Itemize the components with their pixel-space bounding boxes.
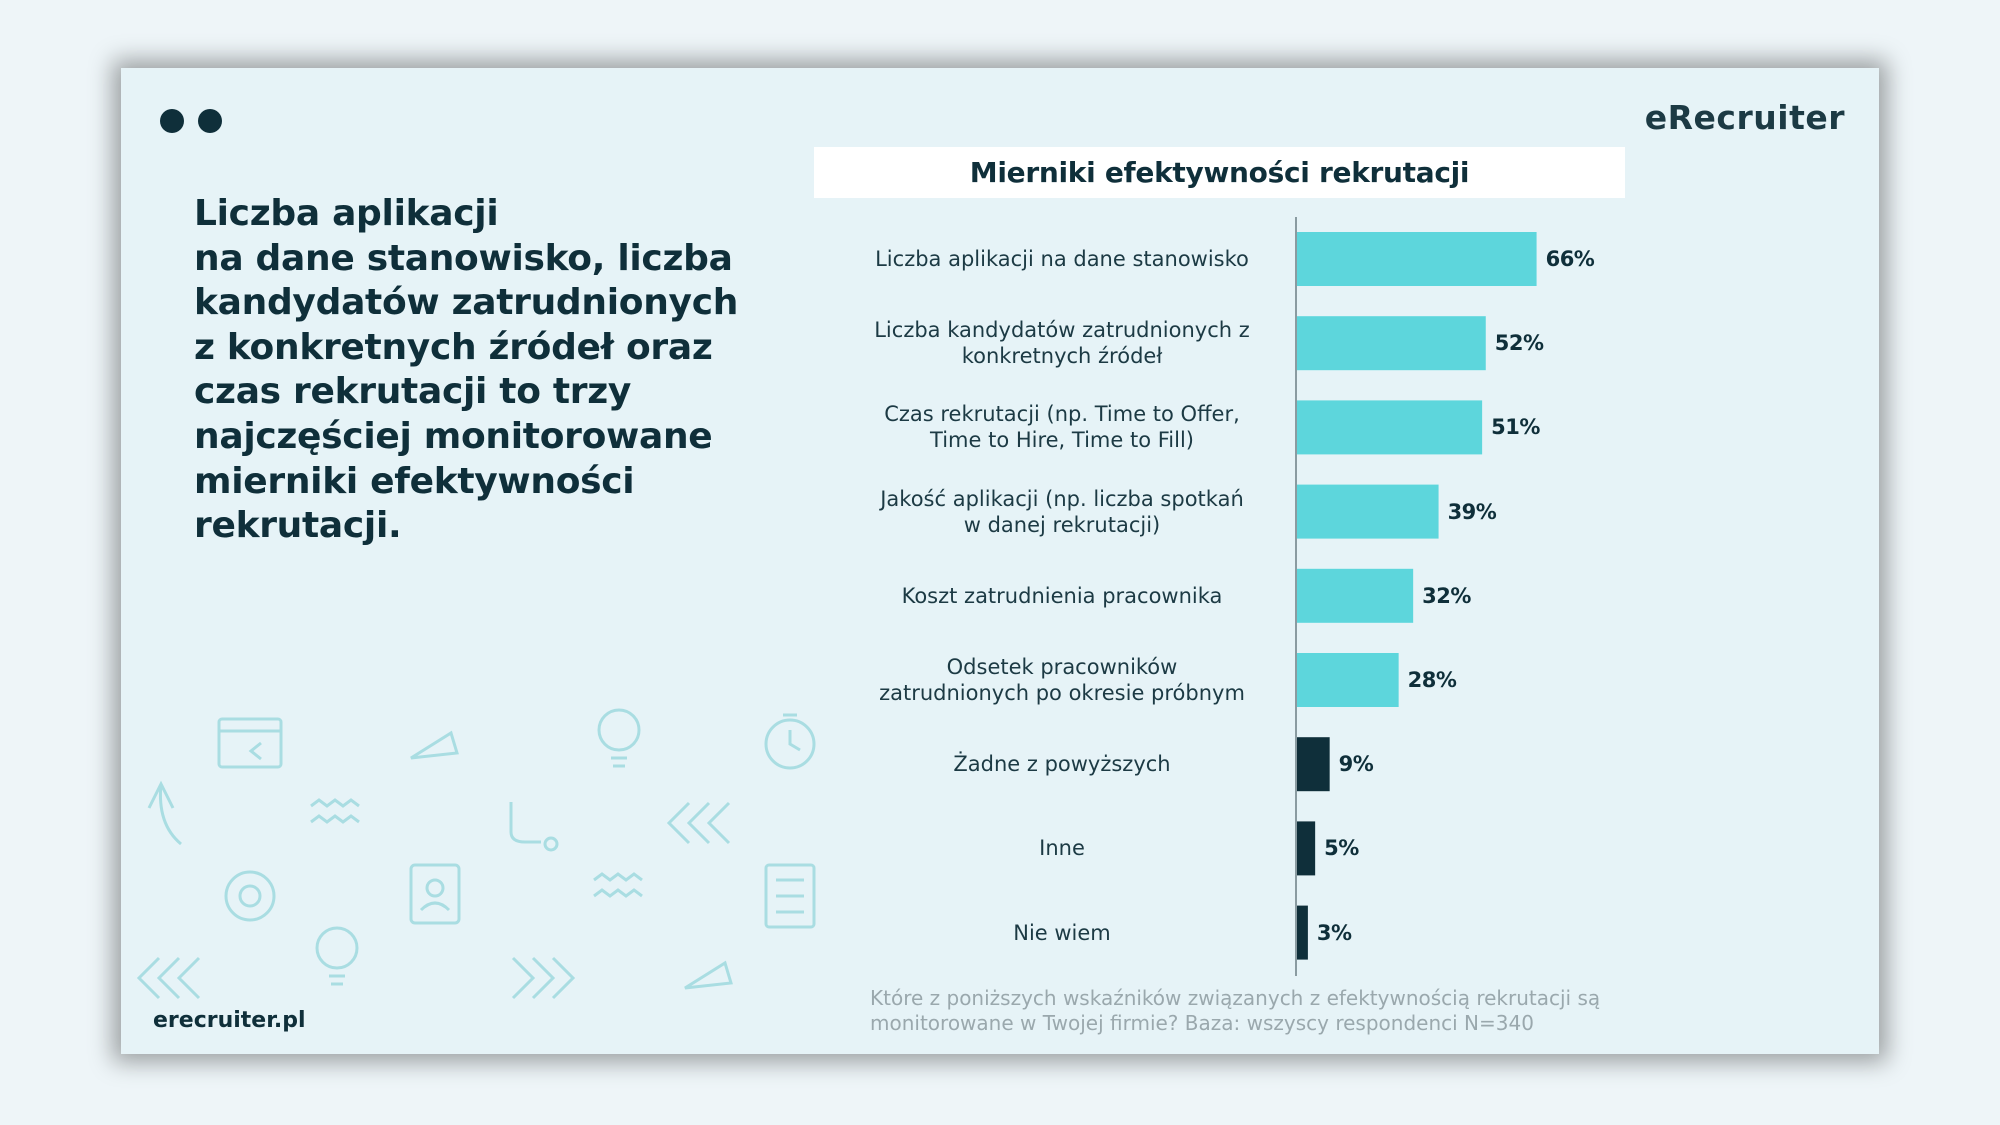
value-label: 32% bbox=[1422, 583, 1471, 608]
category-label: Żadne z powyższych bbox=[953, 752, 1171, 777]
category-label: Odsetek pracowników zatrudnionych po okr… bbox=[879, 655, 1245, 705]
bar bbox=[1297, 653, 1399, 707]
category-label: Czas rekrutacji (np. Time to Offer, Time… bbox=[884, 402, 1240, 453]
bar bbox=[1297, 905, 1308, 960]
footer-url: erecruiter.pl bbox=[153, 1008, 306, 1033]
chart-title: Mierniki efektywności rekrutacji bbox=[814, 147, 1625, 198]
bar bbox=[1297, 316, 1486, 371]
slide: eRecruiter Liczba aplikacji na dane stan… bbox=[121, 68, 1879, 1054]
value-label: 52% bbox=[1494, 331, 1544, 356]
category-label: Inne bbox=[1039, 836, 1085, 861]
category-labels: Liczba aplikacji na dane stanowisko Liczb… bbox=[816, 68, 1277, 1054]
headline: Liczba aplikacji na dane stanowisko, lic… bbox=[194, 193, 739, 547]
bar bbox=[1297, 821, 1316, 876]
logo: eRecruiter bbox=[1644, 98, 1845, 137]
value-label: 39% bbox=[1447, 499, 1497, 524]
value-label: 66% bbox=[1545, 247, 1595, 271]
bar bbox=[1297, 232, 1537, 286]
chart-note: Które z poniższych wskaźników związanych… bbox=[870, 986, 1601, 1035]
value-label: 5% bbox=[1324, 836, 1359, 861]
category-label: Jakość aplikacji (np. liczba spotkań w d… bbox=[880, 486, 1244, 537]
bar bbox=[1297, 737, 1330, 792]
category-label: Nie wiem bbox=[1013, 920, 1111, 945]
value-label: 28% bbox=[1407, 668, 1457, 692]
value-label: 3% bbox=[1316, 920, 1352, 945]
bar bbox=[1297, 568, 1414, 623]
decor-dot bbox=[160, 109, 184, 133]
decor-dot bbox=[198, 109, 222, 133]
bar bbox=[1297, 400, 1483, 455]
chart bbox=[136, 109, 1537, 1000]
category-label: Koszt zatrudnienia pracownika bbox=[901, 583, 1223, 608]
value-label: 51% bbox=[1491, 415, 1540, 440]
bar bbox=[1297, 484, 1439, 539]
category-label: Liczba aplikacji na dane stanowisko bbox=[875, 247, 1249, 271]
value-label: 9% bbox=[1338, 752, 1374, 777]
decor-icons bbox=[136, 708, 816, 1000]
category-label: Liczba kandydatów zatrudnionych z konkre… bbox=[874, 318, 1250, 369]
